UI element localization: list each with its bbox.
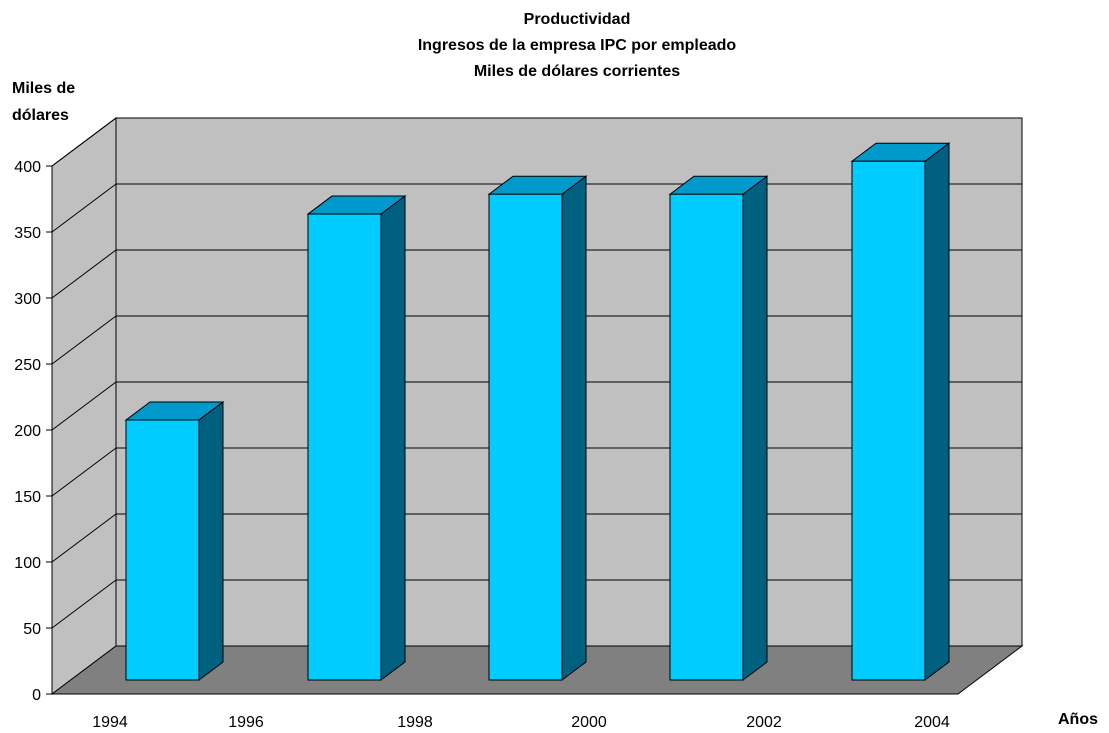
chart-title-line-3: Miles de dólares corrientes bbox=[474, 63, 680, 80]
y-tick-label: 100 bbox=[14, 555, 41, 572]
gridline-depth bbox=[51, 183, 117, 233]
x-tick-labels: 1994 1996 1998 2000 2002 2004 bbox=[92, 714, 950, 731]
gridline-depth bbox=[51, 381, 117, 431]
bar bbox=[668, 175, 769, 681]
y-tick-label: 150 bbox=[14, 489, 41, 506]
bar bbox=[306, 195, 407, 681]
bar-front bbox=[307, 213, 382, 681]
gridline-depth bbox=[51, 579, 117, 629]
y-axis-label-line-2: dólares bbox=[12, 107, 69, 124]
y-tick-labels: 0 50 100 150 200 250 300 350 400 bbox=[14, 159, 52, 704]
gridline-depth bbox=[51, 315, 117, 365]
bar-front bbox=[851, 160, 926, 681]
bar-front bbox=[488, 193, 563, 681]
bar-side bbox=[742, 175, 768, 681]
x-axis-label: Años bbox=[1058, 711, 1098, 728]
x-tick-label: 2004 bbox=[914, 714, 950, 731]
x-tick-label: 2000 bbox=[571, 714, 607, 731]
gridline-depth bbox=[51, 513, 117, 563]
bar-side bbox=[561, 175, 587, 681]
bar bbox=[850, 142, 951, 681]
y-tick-label: 50 bbox=[23, 621, 41, 638]
bar-front bbox=[669, 193, 744, 681]
gridline-depth bbox=[51, 447, 117, 497]
x-tick-label: 2002 bbox=[746, 714, 782, 731]
bar-side bbox=[380, 195, 406, 681]
y-tick-label: 0 bbox=[32, 687, 41, 704]
bar-front bbox=[125, 419, 200, 681]
gridline-depth bbox=[51, 249, 117, 299]
x-tick-label: 1998 bbox=[397, 714, 433, 731]
bar bbox=[124, 400, 225, 681]
y-tick-label: 300 bbox=[14, 291, 41, 308]
chart-title-line-2: Ingresos de la empresa IPC por empleado bbox=[418, 37, 737, 54]
x-tick-label: 1994 bbox=[92, 714, 128, 731]
chart-title-line-1: Productividad bbox=[524, 11, 631, 28]
gridline-depth bbox=[51, 117, 117, 167]
bars bbox=[124, 142, 951, 681]
bar bbox=[487, 175, 588, 681]
y-axis-label-line-1: Miles de bbox=[12, 80, 75, 97]
y-tick-label: 350 bbox=[14, 225, 41, 242]
y-tick-label: 250 bbox=[14, 357, 41, 374]
x-tick-label: 1996 bbox=[228, 714, 264, 731]
bar-side bbox=[198, 400, 224, 681]
y-tick-label: 400 bbox=[14, 159, 41, 176]
y-tick-label: 200 bbox=[14, 423, 41, 440]
bar-side bbox=[924, 142, 950, 681]
